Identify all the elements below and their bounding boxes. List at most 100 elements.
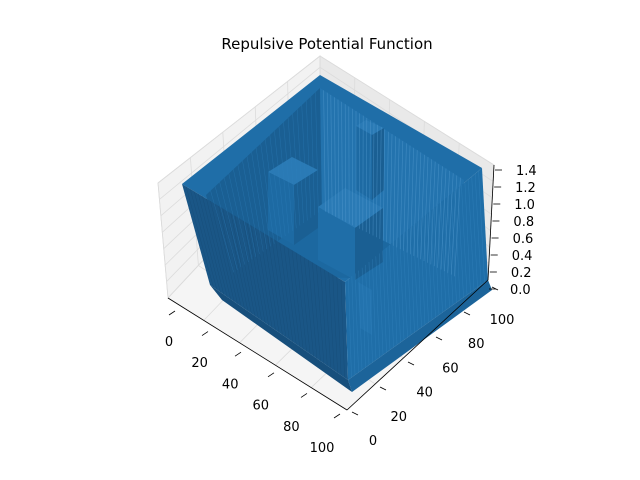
mesh-line [406, 145, 411, 253]
y-axis-line [346, 279, 489, 411]
mesh-line [193, 191, 221, 293]
mesh-line [271, 237, 287, 338]
z-tick-label: 1.4 [516, 164, 537, 179]
mesh-line [287, 117, 297, 229]
front-left-wall [182, 184, 348, 380]
mesh-line [386, 131, 389, 243]
mesh-line [279, 242, 294, 343]
mesh-line [287, 247, 300, 347]
mesh-line [375, 256, 380, 358]
obstacle-1-right [294, 170, 318, 245]
mesh-line [292, 113, 301, 226]
mesh-line [210, 190, 234, 273]
mesh-line [403, 143, 407, 251]
mesh-line [365, 264, 370, 366]
mesh-line [326, 92, 330, 214]
mesh-line [369, 120, 371, 234]
obstacle-3-left [356, 126, 372, 200]
mesh-line [222, 208, 245, 309]
mesh-line [283, 122, 293, 231]
mesh-line [450, 175, 458, 275]
mesh-line [328, 272, 335, 371]
z-axis-ticks: 0.0 0.2 0.4 0.6 0.8 1.0 1.2 1.4 [489, 164, 537, 298]
mesh-line [420, 154, 425, 260]
mesh-line [312, 262, 321, 362]
mesh-line [341, 101, 343, 221]
mesh-line [385, 247, 391, 351]
mesh-line [230, 213, 252, 314]
mesh-line [330, 94, 333, 216]
mesh-line [389, 133, 393, 245]
mesh-line [246, 223, 266, 324]
mesh-line [334, 97, 336, 217]
obstacle-1-top [268, 157, 318, 185]
mesh-line [263, 232, 280, 333]
mesh-line [450, 193, 457, 303]
z-tick-label: 0.4 [512, 249, 533, 264]
x-tick-label: 0 [165, 335, 173, 350]
y-tick-label: 0 [369, 434, 377, 449]
mesh-line [423, 216, 429, 323]
mesh-line [433, 207, 440, 316]
y-tick-label: 80 [468, 337, 485, 352]
potential-surface [182, 75, 492, 392]
x-axis-line [167, 297, 348, 411]
mesh-line [323, 90, 326, 212]
x-tick-label: 80 [283, 420, 300, 435]
mesh-line [365, 117, 368, 233]
mesh-line [361, 267, 366, 368]
obstacle-2-left [318, 207, 355, 280]
z-tick-label: 0.6 [513, 232, 534, 247]
mesh-line [454, 177, 461, 277]
x-tick-mark [168, 310, 176, 316]
obstacle-3-front-column [358, 282, 372, 335]
y-tick-mark [435, 336, 443, 341]
mesh-line [393, 136, 396, 246]
mesh-line [447, 196, 454, 306]
mesh-line [251, 152, 268, 250]
mesh-line [358, 270, 363, 371]
mesh-line [198, 193, 225, 295]
x-tick-label: 100 [310, 441, 335, 456]
mesh-line [461, 185, 468, 296]
mesh-line [427, 159, 432, 263]
front-base-step [210, 285, 352, 392]
mesh-line [399, 140, 404, 250]
z-tick-label: 1.0 [514, 198, 535, 213]
mesh-line [433, 163, 440, 267]
mesh-line [226, 210, 249, 312]
mesh-line [474, 173, 482, 286]
mesh-line [444, 170, 450, 272]
mesh-line [301, 105, 308, 221]
mesh-line [310, 96, 315, 216]
mesh-line [214, 203, 238, 305]
mesh-line [392, 242, 398, 346]
mesh-line [382, 129, 386, 241]
mesh-line [219, 182, 242, 268]
mesh-line [464, 182, 471, 293]
x-tick-mark [201, 331, 209, 336]
surface-mesh-lines [185, 90, 485, 378]
mesh-line [379, 253, 384, 356]
z-tick-label: 0.8 [513, 215, 534, 230]
mesh-line [379, 127, 382, 239]
y-tick-mark [463, 311, 471, 316]
mesh-line [396, 138, 400, 248]
x-tick-label: 60 [253, 399, 270, 414]
mesh-line [299, 255, 311, 354]
y-tick-mark [491, 286, 499, 291]
z-tick-label: 1.2 [515, 181, 536, 196]
mesh-line [246, 156, 264, 252]
mesh-line [228, 173, 249, 263]
mesh-line [210, 201, 235, 302]
mesh-line [348, 279, 352, 378]
z-tick-label: 0.0 [510, 283, 531, 298]
mesh-line [269, 135, 282, 239]
obstacle-2-top [318, 188, 383, 228]
z-tick-label: 0.2 [511, 266, 532, 281]
mesh-line [223, 177, 245, 265]
mesh-line [376, 124, 378, 238]
mesh-line [351, 276, 356, 376]
mesh-line [355, 273, 359, 373]
mesh-line [372, 122, 375, 236]
